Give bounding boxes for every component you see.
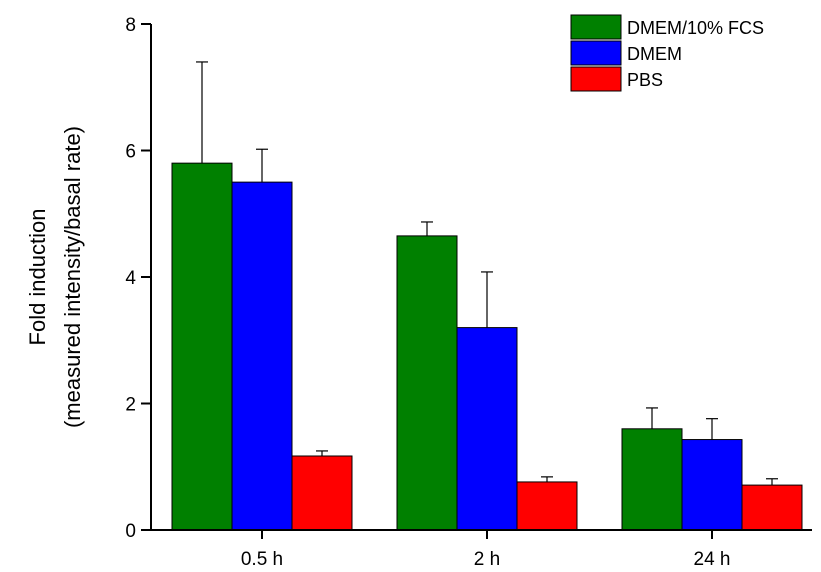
legend-label: PBS [627,70,663,90]
y-axis-title-line1: Fold induction [25,209,50,346]
y-axis-title-line2: (measured intensity/basal rate) [60,126,85,428]
legend-swatch [570,14,622,40]
legend: DMEM/10% FCS DMEM PBS [570,14,764,92]
x-tick-label: 2 h [474,549,500,570]
bar [456,327,518,531]
bar [291,455,353,531]
bar [171,162,233,531]
chart-marks [171,61,803,531]
x-tick-label: 0.5 h [241,549,283,570]
y-axis-title: Fold induction (measured intensity/basal… [25,126,85,428]
y-tick-label: 8 [125,15,136,36]
legend-swatch [570,66,622,92]
y-tick-label: 2 [125,395,136,416]
y-tick-label: 6 [125,142,136,163]
bar [681,439,743,531]
bar [396,235,458,531]
bar [741,484,803,531]
bar [516,481,578,531]
y-tick-label: 4 [125,268,136,289]
legend-label: DMEM/10% FCS [627,18,764,38]
bar [621,428,683,531]
legend-label: DMEM [627,44,682,64]
axes: 0 2 4 6 8 0.5 h 2 h 24 h [125,15,812,570]
x-tick-label: 24 h [694,549,731,570]
y-tick-label: 0 [125,521,136,542]
legend-swatch [570,40,622,66]
bar [231,181,293,531]
